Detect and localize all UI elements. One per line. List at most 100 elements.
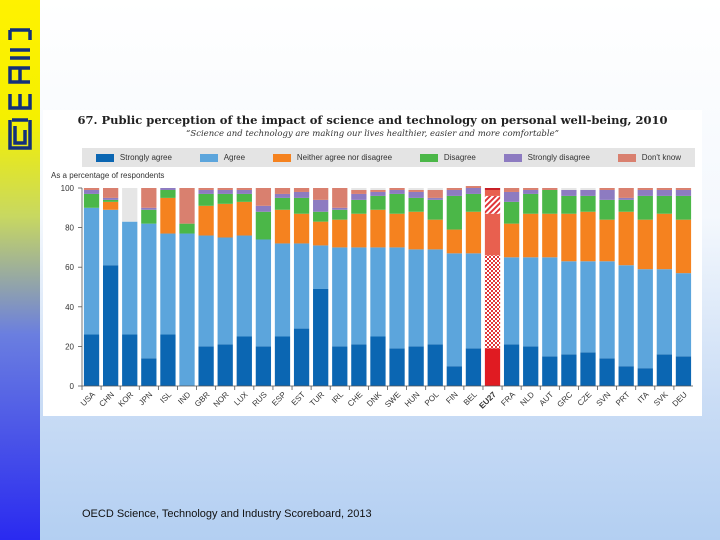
bar-segment xyxy=(542,188,558,190)
bar-segment xyxy=(351,247,367,345)
bar-missing xyxy=(351,188,367,190)
bar-segment xyxy=(313,199,329,212)
bar-segment xyxy=(179,188,195,224)
bar-segment xyxy=(198,189,214,194)
chart-legend: Strongly agree Agree Neither agree nor dis… xyxy=(82,148,695,167)
bar-segment xyxy=(484,189,501,196)
legend-swatch xyxy=(199,153,218,162)
bar-segment xyxy=(675,195,692,220)
bar-segment xyxy=(523,257,539,347)
x-tick-label: SVN xyxy=(594,390,612,408)
bar-segment xyxy=(523,189,539,194)
bar-segment xyxy=(465,348,482,386)
bar-segment xyxy=(446,188,462,190)
x-tick-label: FIN xyxy=(444,390,460,406)
bar-segment xyxy=(217,189,233,194)
bar-segment xyxy=(503,344,520,386)
bar-missing xyxy=(370,188,386,190)
bar-segment xyxy=(179,233,195,386)
bar-segment xyxy=(255,239,272,347)
bar-segment xyxy=(465,211,482,254)
bar-segment xyxy=(408,346,424,386)
x-tick-label: GBR xyxy=(193,390,212,409)
x-tick-label: ITA xyxy=(636,390,651,405)
bar-segment xyxy=(542,257,558,357)
bar-segment xyxy=(141,358,157,386)
legend-swatch xyxy=(503,153,522,162)
bar-segment xyxy=(370,247,386,337)
bar-segment xyxy=(83,193,100,208)
bar-segment xyxy=(313,288,329,386)
bar-segment xyxy=(580,352,596,386)
bar-segment xyxy=(580,211,596,262)
bar-segment xyxy=(637,189,653,196)
legend-swatch xyxy=(272,153,291,162)
bar-segment xyxy=(236,188,252,190)
bar-segment xyxy=(561,354,577,386)
bar-segment xyxy=(217,203,233,238)
bar-segment xyxy=(523,193,539,214)
bar-segment xyxy=(656,269,672,355)
bar-segment xyxy=(160,233,176,335)
bar-segment xyxy=(293,191,310,198)
bar-segment xyxy=(217,237,233,345)
x-tick-label: PRT xyxy=(614,390,632,408)
bar-segment xyxy=(141,209,157,224)
bar-segment xyxy=(618,366,634,386)
sidebar-band xyxy=(0,0,40,540)
x-tick-label: HUN xyxy=(403,390,422,409)
bar-segment xyxy=(599,261,615,359)
bar-segment xyxy=(446,195,462,230)
legend-swatch xyxy=(95,153,114,162)
bar-segment xyxy=(618,188,634,198)
bar-segment xyxy=(370,195,386,210)
legend-item: Strongly disagree xyxy=(503,153,590,162)
bar-segment xyxy=(255,211,272,240)
bar-segment xyxy=(599,358,615,386)
bar-segment xyxy=(103,209,119,266)
bar-segment xyxy=(236,336,252,386)
bar-segment xyxy=(160,189,176,198)
bar-segment xyxy=(313,211,329,222)
bar-segment xyxy=(446,189,462,196)
bar-segment xyxy=(274,243,291,337)
bar-segment xyxy=(255,346,272,386)
bar-segment xyxy=(198,235,214,347)
bar-segment xyxy=(389,189,405,194)
bar-segment xyxy=(427,249,443,345)
bar-segment xyxy=(618,211,634,266)
bar-segment xyxy=(618,265,634,367)
bar-segment xyxy=(332,188,348,208)
bar-segment xyxy=(446,253,462,367)
bar-segment xyxy=(274,197,291,210)
bar-segment xyxy=(675,189,692,196)
y-tick-label: 60 xyxy=(65,263,74,272)
bar-segment xyxy=(656,354,672,386)
bar-segment xyxy=(561,261,577,355)
y-tick-label: 100 xyxy=(61,184,75,193)
bar-segment xyxy=(351,199,367,214)
x-tick-label: EST xyxy=(290,390,307,407)
bar-segment xyxy=(351,213,367,248)
bar-segment xyxy=(103,265,119,386)
chart-subtitle: “Science and technology are making our l… xyxy=(186,129,559,139)
bar-segment xyxy=(408,189,424,192)
bar-segment xyxy=(160,334,176,386)
legend-item: Agree xyxy=(199,153,245,162)
bar-segment xyxy=(236,201,252,236)
x-tick-label: NLD xyxy=(518,390,536,408)
bar-segment xyxy=(332,209,348,220)
bar-segment xyxy=(274,209,291,244)
bar-segment xyxy=(198,188,214,190)
x-tick-label: IND xyxy=(176,390,192,406)
bar-segment xyxy=(236,235,252,337)
bar-segment xyxy=(236,189,252,194)
bar-segment xyxy=(83,189,100,194)
x-tick-label: RUS xyxy=(250,390,268,408)
bar-segment xyxy=(675,188,692,190)
bar-segment xyxy=(389,213,405,248)
bar-segment xyxy=(274,188,291,194)
bar-segment xyxy=(542,356,558,386)
bar-segment xyxy=(313,188,329,200)
bar-segment xyxy=(351,189,367,194)
